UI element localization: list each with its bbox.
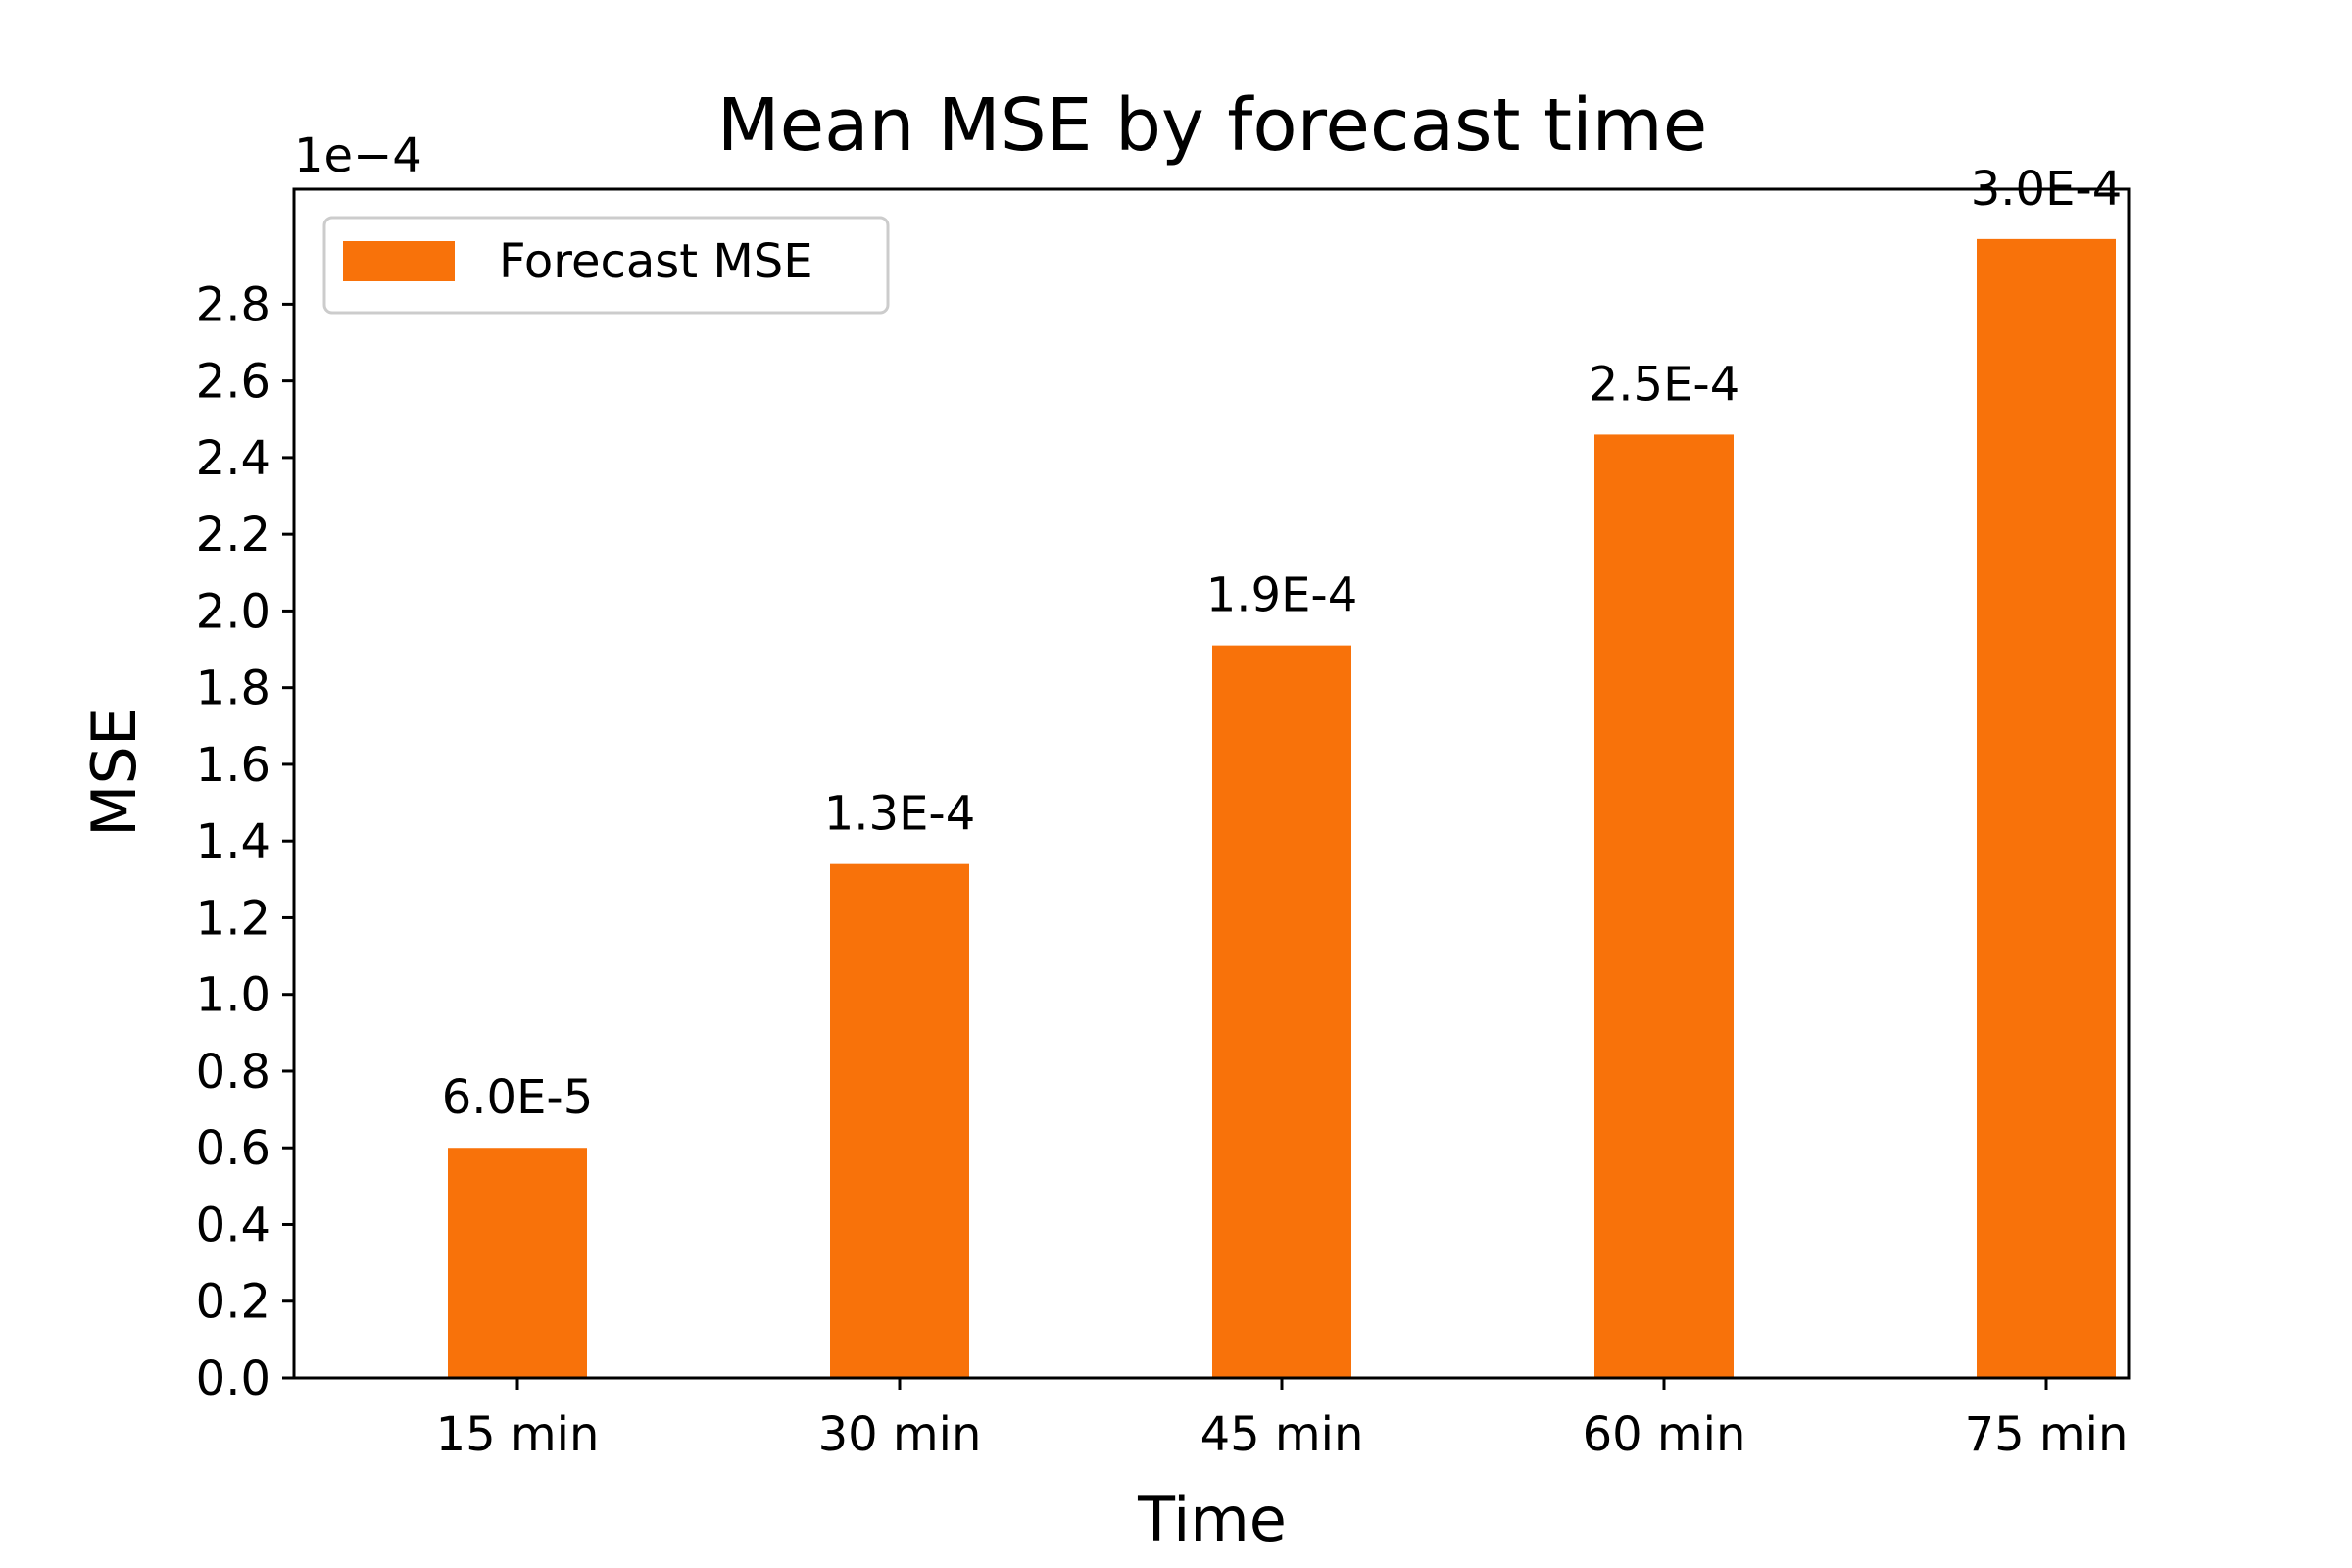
x-tick-label: 60 min	[1583, 1407, 1746, 1462]
y-tick-label: 1.0	[196, 968, 270, 1023]
x-tick-label: 45 min	[1200, 1407, 1364, 1462]
bar-45-min	[1212, 645, 1351, 1378]
plot-frame	[292, 187, 2131, 1380]
x-axis-label: Time	[1137, 1484, 1287, 1555]
bar-75-min	[1977, 238, 2116, 1379]
bar-30-min	[830, 863, 969, 1378]
bar-60-min	[1594, 434, 1734, 1379]
legend-swatch	[343, 241, 455, 281]
y-axis-label: MSE	[78, 708, 150, 837]
y-tick-label: 2.4	[196, 431, 270, 486]
y-tick-label: 1.8	[196, 662, 270, 716]
y-tick-label: 0.8	[196, 1045, 270, 1100]
chart-title: Mean MSE by forecast time	[717, 83, 1708, 168]
y-axis-offset-label: 1e−4	[294, 128, 422, 183]
y-tick-label: 2.2	[196, 508, 270, 563]
legend: Forecast MSE	[322, 216, 890, 315]
x-tick-label: 15 min	[436, 1407, 600, 1462]
y-tick-label: 0.0	[196, 1351, 270, 1406]
data-label: 1.3E-4	[824, 787, 976, 842]
data-label: 6.0E-5	[442, 1070, 594, 1125]
x-axis-ticks: 15 min 30 min 45 min 60 min 75 min	[436, 1378, 2129, 1462]
x-tick-label: 75 min	[1965, 1407, 2129, 1462]
y-tick-label: 1.4	[196, 814, 270, 869]
bar-15-min	[448, 1148, 587, 1378]
y-tick-label: 0.2	[196, 1275, 270, 1330]
legend-label: Forecast MSE	[499, 234, 813, 289]
plot-area: 6.0E-51.3E-41.9E-42.5E-43.0E-4	[442, 162, 2122, 1379]
data-label: 1.9E-4	[1206, 568, 1358, 623]
y-axis-ticks: 0.0 0.2 0.4 0.6 0.8 1.0 1.2 1.4 1.6 1.8 2.0 2.2 2.4 2…	[196, 277, 294, 1406]
y-tick-label: 2.6	[196, 355, 270, 410]
y-tick-label: 2.8	[196, 277, 270, 332]
y-tick-label: 0.4	[196, 1198, 270, 1252]
data-label: 2.5E-4	[1589, 357, 1740, 412]
y-tick-label: 1.6	[196, 738, 270, 793]
x-tick-label: 30 min	[818, 1407, 982, 1462]
legend-box	[322, 216, 890, 315]
y-tick-label: 1.2	[196, 891, 270, 946]
y-tick-label: 2.0	[196, 584, 270, 639]
y-tick-label: 0.6	[196, 1121, 270, 1176]
